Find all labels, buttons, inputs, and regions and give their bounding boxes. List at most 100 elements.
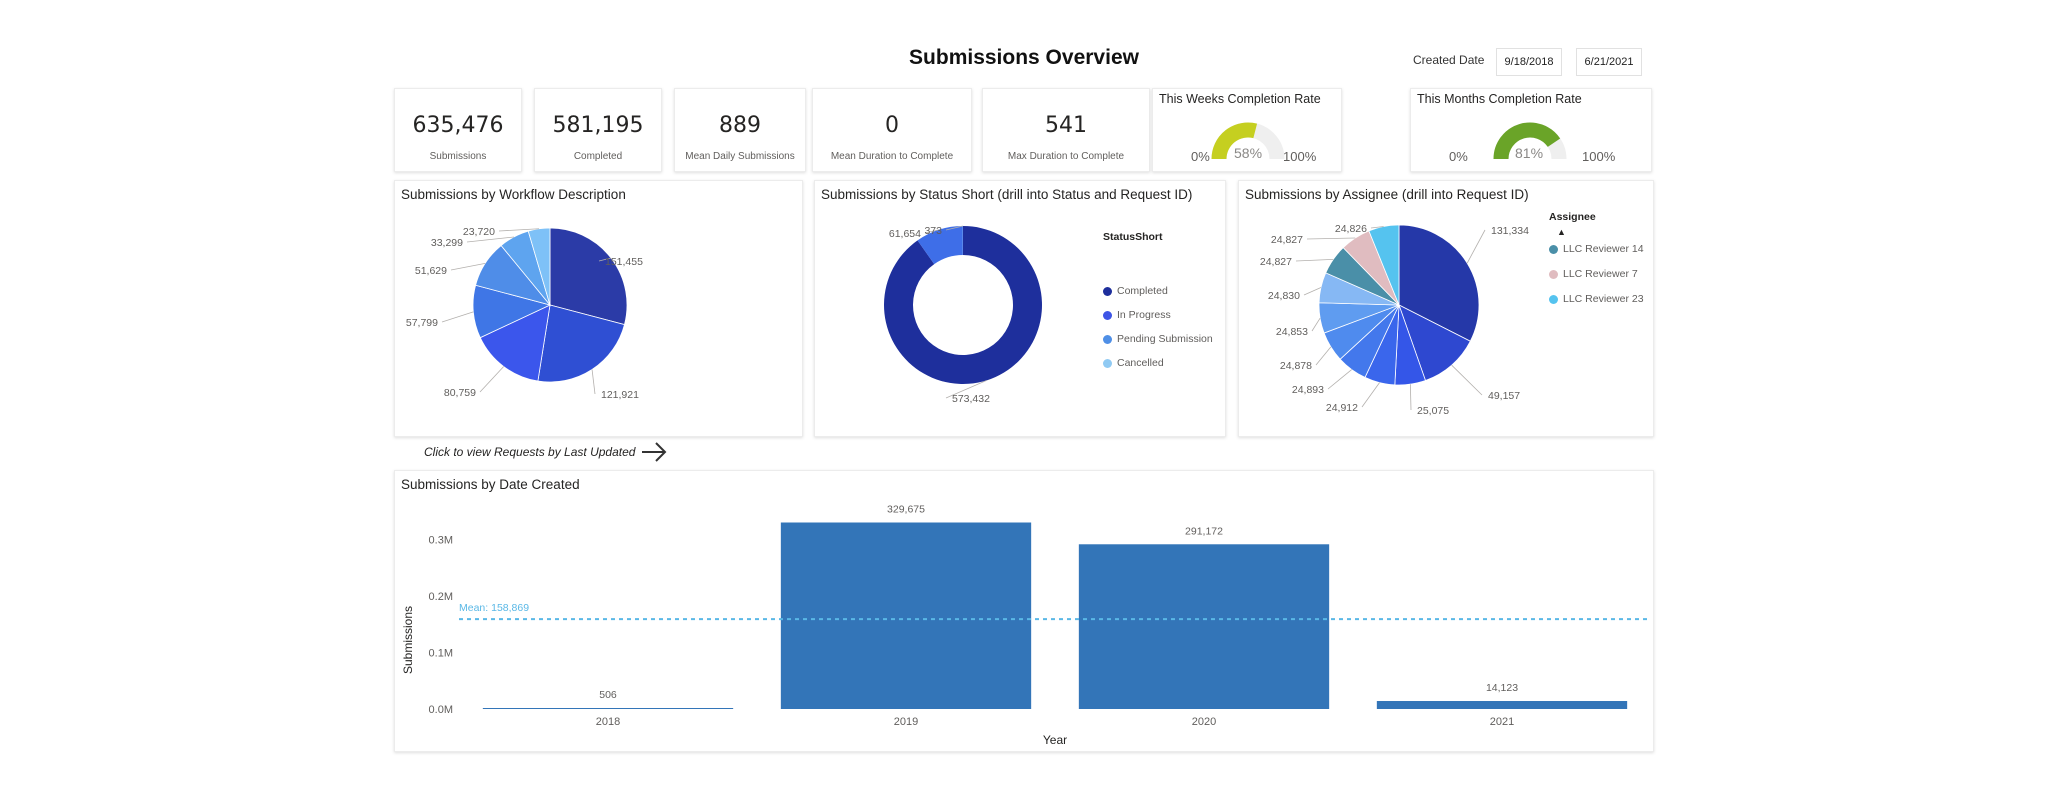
legend-item-pending[interactable]: Pending Submission: [1103, 333, 1213, 345]
leader-line: [598, 257, 612, 262]
data-label: 24,893: [1292, 384, 1324, 396]
gauge-title: This Weeks Completion Rate: [1159, 92, 1321, 106]
x-tick-label: 2021: [1490, 716, 1514, 728]
date-bar-chart[interactable]: 0.0M 0.1M 0.2M 0.3M Submissions Year 506 2018 32…: [395, 471, 1653, 751]
kpi-card-mean-duration[interactable]: 0 Mean Duration to Complete: [812, 88, 972, 172]
data-label: 80,759: [444, 387, 476, 399]
gauge-max: 100%: [1582, 149, 1616, 164]
leader-line: [1370, 226, 1384, 229]
status-slice[interactable]: [884, 226, 1042, 384]
leader-line: [441, 311, 474, 323]
view-last-updated-link[interactable]: Click to view Requests by Last Updated: [424, 445, 636, 459]
assignee-slice[interactable]: [1368, 224, 1400, 306]
status-slice[interactable]: [917, 226, 963, 265]
legend-label: Pending Submission: [1117, 333, 1213, 345]
date-end-input[interactable]: 6/21/2021: [1576, 48, 1642, 76]
kpi-label: Max Duration to Complete: [1007, 151, 1125, 162]
leader-line: [1295, 259, 1334, 262]
gauge-month-svg: [1493, 122, 1567, 160]
x-tick-label: 2018: [596, 716, 620, 728]
bar[interactable]: [482, 708, 734, 709]
leader-line: [945, 379, 988, 399]
legend-dot: [1549, 244, 1558, 254]
assignee-chart-card[interactable]: Submissions by Assignee (drill into Requ…: [1238, 180, 1654, 437]
workflow-pie-chart[interactable]: 151,455 121,921 80,759 57,799 51,629 33,29923…: [395, 181, 802, 436]
workflow-slice[interactable]: [537, 304, 625, 383]
data-label: 25,075: [1417, 405, 1449, 417]
legend-dot: [1103, 334, 1112, 344]
kpi-label: Submissions: [429, 151, 487, 162]
legend-label: Cancelled: [1117, 357, 1164, 369]
legend-item-cancelled[interactable]: Cancelled: [1103, 357, 1164, 369]
legend-dot: [1103, 286, 1112, 296]
date-start-input[interactable]: 9/18/2018: [1496, 48, 1562, 76]
data-label: 24,827: [1271, 234, 1303, 246]
y-tick-label: 0.1M: [429, 647, 453, 659]
sort-ascending-icon[interactable]: ▲: [1557, 227, 1566, 237]
leader-line: [466, 236, 514, 243]
bar[interactable]: [1376, 701, 1628, 709]
assignee-slice[interactable]: [1398, 304, 1471, 381]
legend-label: LLC Reviewer 7: [1563, 268, 1638, 280]
leader-line: [1311, 317, 1321, 332]
data-label: 373: [924, 225, 942, 237]
data-label: 121,921: [601, 389, 639, 401]
leader-line: [498, 228, 540, 232]
leader-line: [1409, 384, 1412, 411]
legend-label: In Progress: [1117, 309, 1171, 321]
workflow-slice[interactable]: [479, 304, 551, 382]
kpi-label: Mean Duration to Complete: [830, 151, 954, 162]
gauge-card-week[interactable]: This Weeks Completion Rate 0% 58% 100%: [1152, 88, 1342, 172]
chart-title: Submissions by Date Created: [401, 477, 580, 492]
data-label: 49,157: [1488, 390, 1520, 402]
date-filter-label: Created Date: [1413, 53, 1485, 67]
legend-dot: [1103, 358, 1112, 368]
bar[interactable]: [780, 522, 1032, 709]
legend-item-reviewer-23[interactable]: LLC Reviewer 23: [1549, 293, 1644, 305]
legend-title: Assignee: [1549, 211, 1596, 223]
data-label: 24,827: [1260, 256, 1292, 268]
legend-label: LLC Reviewer 23: [1563, 293, 1644, 305]
leader-line: [1466, 229, 1486, 264]
workflow-slice[interactable]: [527, 227, 551, 306]
x-tick-label: 2019: [894, 716, 918, 728]
gauge-week-svg: [1211, 122, 1285, 160]
bar-value-label: 291,172: [1185, 525, 1223, 537]
legend-item-in-progress[interactable]: In Progress: [1103, 309, 1171, 321]
legend-item-reviewer-14[interactable]: LLC Reviewer 14: [1549, 243, 1644, 255]
kpi-card-mean-daily[interactable]: 889 Mean Daily Submissions: [674, 88, 806, 172]
leader-line: [924, 229, 940, 234]
leader-line: [1451, 364, 1483, 396]
data-label: 61,654: [889, 228, 921, 240]
workflow-chart-card[interactable]: Submissions by Workflow Description 151,…: [394, 180, 803, 437]
arrow-right-icon[interactable]: [640, 438, 668, 466]
status-donut-chart[interactable]: 573,432 61,654 373: [815, 181, 1225, 436]
gauge-card-month[interactable]: This Months Completion Rate 0% 81% 100%: [1410, 88, 1652, 172]
chart-title: Submissions by Status Short (drill into …: [821, 187, 1193, 202]
kpi-card-submissions[interactable]: 635,476 Submissions: [394, 88, 522, 172]
date-chart-card[interactable]: Submissions by Date Created 0.0M 0.1M 0.2M…: [394, 470, 1654, 752]
legend-dot: [1549, 269, 1558, 279]
gauge-min: 0%: [1191, 149, 1210, 164]
legend-item-completed[interactable]: Completed: [1103, 285, 1168, 297]
legend-dot: [1103, 310, 1112, 320]
data-label: 24,830: [1268, 290, 1300, 302]
leader-line: [450, 262, 486, 271]
x-tick-label: 2020: [1192, 716, 1216, 728]
kpi-card-max-duration[interactable]: 541 Max Duration to Complete: [982, 88, 1150, 172]
leader-line: [591, 369, 596, 395]
status-chart-card[interactable]: Submissions by Status Short (drill into …: [814, 180, 1226, 437]
leader-line: [479, 366, 504, 393]
legend-label: LLC Reviewer 14: [1563, 243, 1644, 255]
kpi-value: 581,195: [552, 113, 644, 138]
bar[interactable]: [1078, 544, 1330, 709]
legend-item-reviewer-7[interactable]: LLC Reviewer 7: [1549, 268, 1638, 280]
gauge-max: 100%: [1283, 149, 1317, 164]
gauge-fill: [1493, 122, 1561, 160]
y-tick-label: 0.0M: [429, 704, 453, 716]
y-axis-title: Submissions: [401, 606, 415, 674]
kpi-card-completed[interactable]: 581,195 Completed: [534, 88, 662, 172]
bar-value-label: 506: [599, 689, 617, 701]
bar-value-label: 14,123: [1486, 682, 1518, 694]
